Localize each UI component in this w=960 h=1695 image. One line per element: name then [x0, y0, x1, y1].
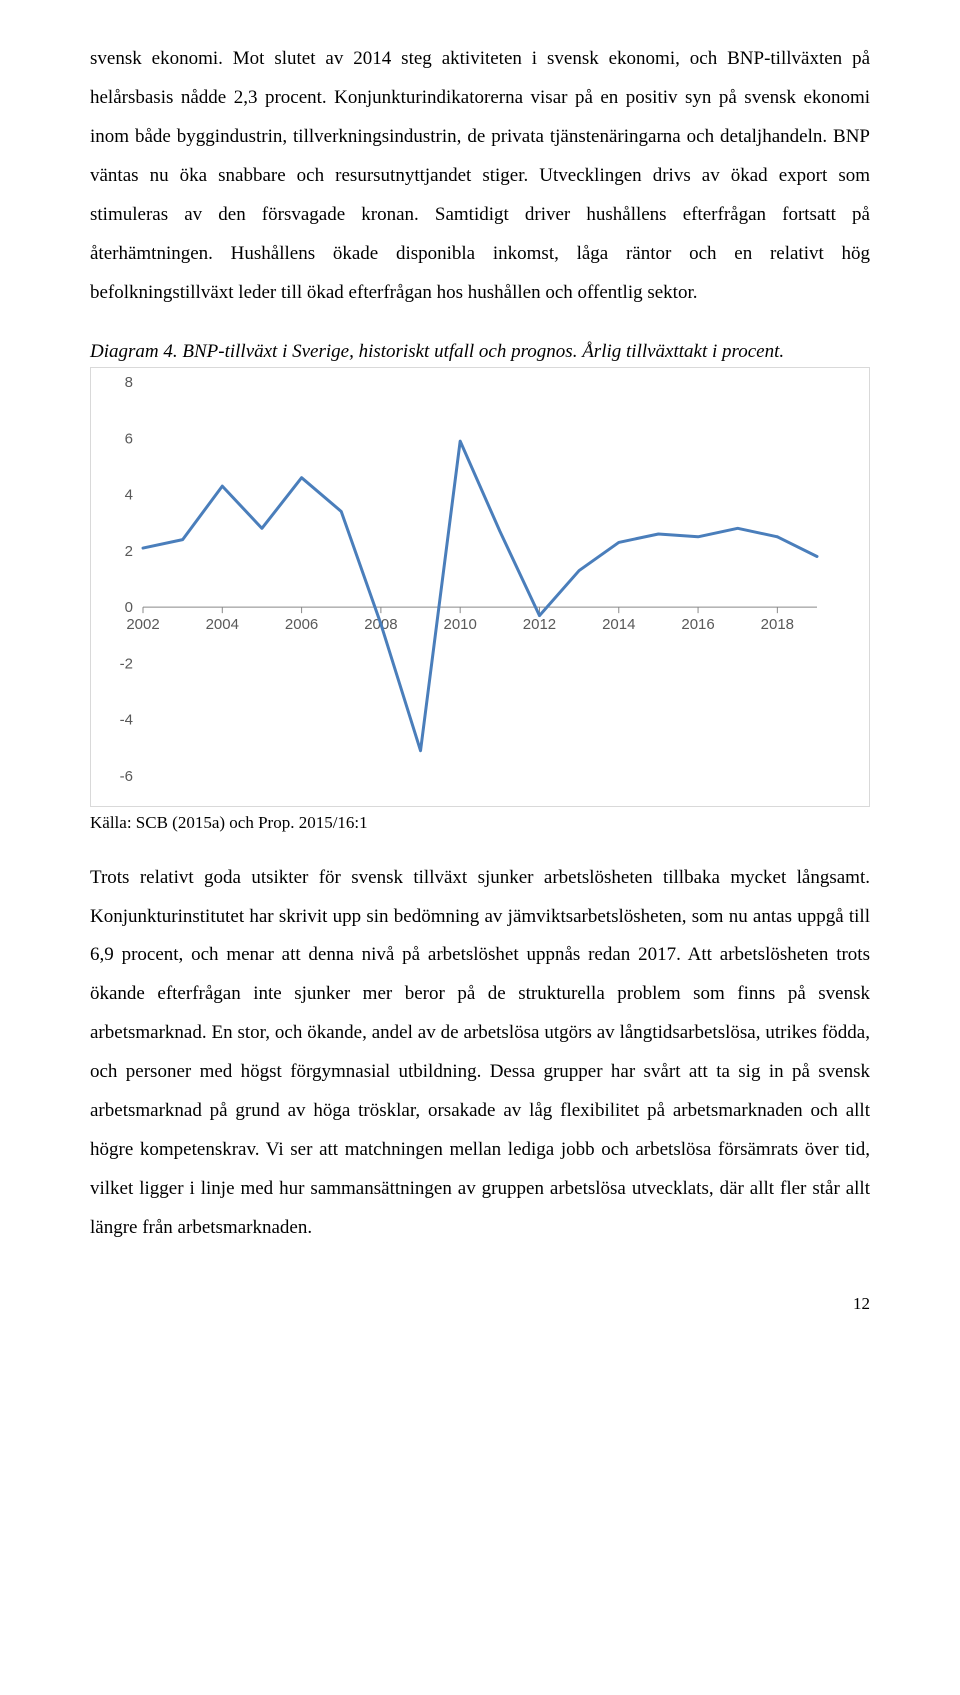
svg-text:0: 0 [125, 599, 133, 616]
body-paragraph: Trots relativt goda utsikter för svensk … [90, 859, 870, 1248]
svg-text:2010: 2010 [443, 616, 476, 633]
svg-text:2016: 2016 [681, 616, 714, 633]
svg-text:4: 4 [125, 486, 133, 503]
svg-text:2006: 2006 [285, 616, 318, 633]
svg-text:2012: 2012 [523, 616, 556, 633]
bnp-growth-chart: -6-4-20246820022004200620082010201220142… [90, 367, 870, 807]
svg-text:8: 8 [125, 374, 133, 391]
svg-text:-4: -4 [120, 711, 133, 728]
chart-caption: Diagram 4. BNP-tillväxt i Sverige, histo… [90, 341, 870, 363]
intro-paragraph: svensk ekonomi. Mot slutet av 2014 steg … [90, 40, 870, 313]
svg-text:-2: -2 [120, 655, 133, 672]
svg-text:2002: 2002 [126, 616, 159, 633]
svg-text:6: 6 [125, 430, 133, 447]
svg-text:2018: 2018 [761, 616, 794, 633]
svg-text:2014: 2014 [602, 616, 635, 633]
svg-text:2: 2 [125, 542, 133, 559]
svg-text:-6: -6 [120, 768, 133, 785]
page-number: 12 [90, 1294, 870, 1314]
svg-text:2004: 2004 [206, 616, 239, 633]
chart-source: Källa: SCB (2015a) och Prop. 2015/16:1 [90, 813, 870, 833]
